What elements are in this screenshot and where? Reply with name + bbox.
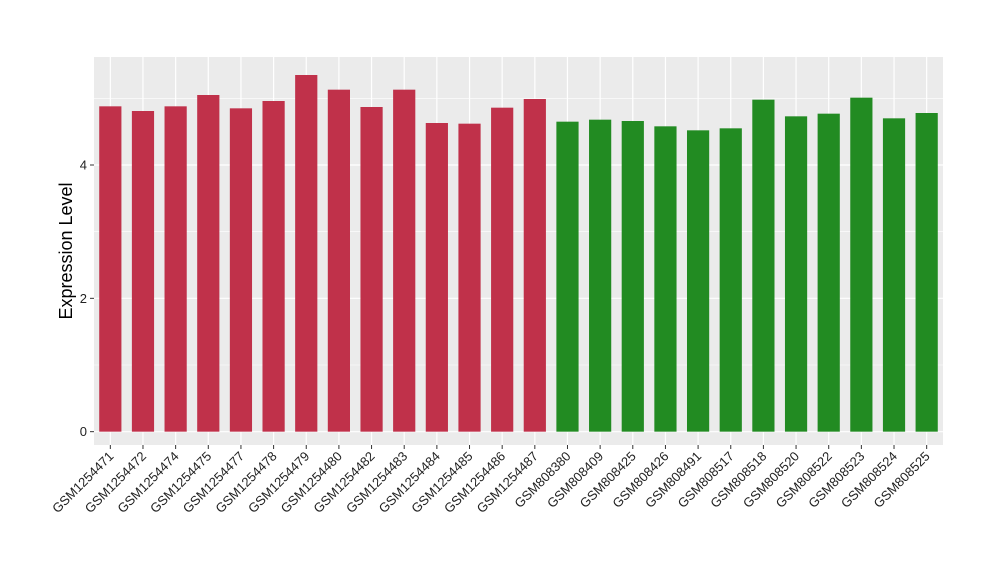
bar-GSM808525 — [915, 113, 938, 432]
y-tick-label: 4 — [80, 158, 87, 173]
bar-GSM1254482 — [360, 107, 383, 432]
y-axis: 0 2 4 — [80, 158, 94, 439]
bar-GSM808425 — [621, 121, 644, 432]
y-axis-title: Expression Level — [56, 182, 76, 319]
x-axis: GSM1254471GSM1254472GSM1254474GSM1254475… — [49, 445, 933, 516]
bar-GSM808520 — [784, 116, 808, 432]
bar-GSM1254485 — [458, 123, 481, 432]
bar-GSM808409 — [589, 119, 612, 432]
y-tick-label: 0 — [80, 424, 87, 439]
bar-GSM1254483 — [393, 89, 416, 432]
bar-GSM808426 — [654, 126, 677, 432]
bar-GSM1254480 — [327, 89, 350, 432]
bar-GSM808491 — [686, 130, 710, 432]
bar-GSM808522 — [817, 113, 840, 432]
plot-panel — [94, 57, 943, 445]
bar-GSM808524 — [882, 118, 906, 432]
bar-GSM808518 — [752, 99, 775, 432]
y-tick-label: 2 — [80, 291, 87, 306]
bar-GSM1254478 — [262, 101, 285, 432]
bar-GSM808380 — [556, 121, 579, 432]
bar-GSM1254477 — [229, 108, 253, 432]
bar-GSM1254475 — [197, 95, 220, 432]
bar-GSM1254484 — [425, 123, 448, 432]
bar-GSM1254486 — [491, 107, 514, 432]
bar-GSM808517 — [719, 128, 742, 432]
bar-GSM1254487 — [523, 99, 546, 432]
bar-GSM1254472 — [131, 111, 155, 432]
bar-GSM808523 — [850, 97, 873, 432]
bar-GSM1254479 — [295, 75, 318, 432]
bar-GSM1254474 — [164, 106, 187, 432]
bars — [99, 75, 938, 432]
bar-GSM1254471 — [99, 106, 122, 432]
